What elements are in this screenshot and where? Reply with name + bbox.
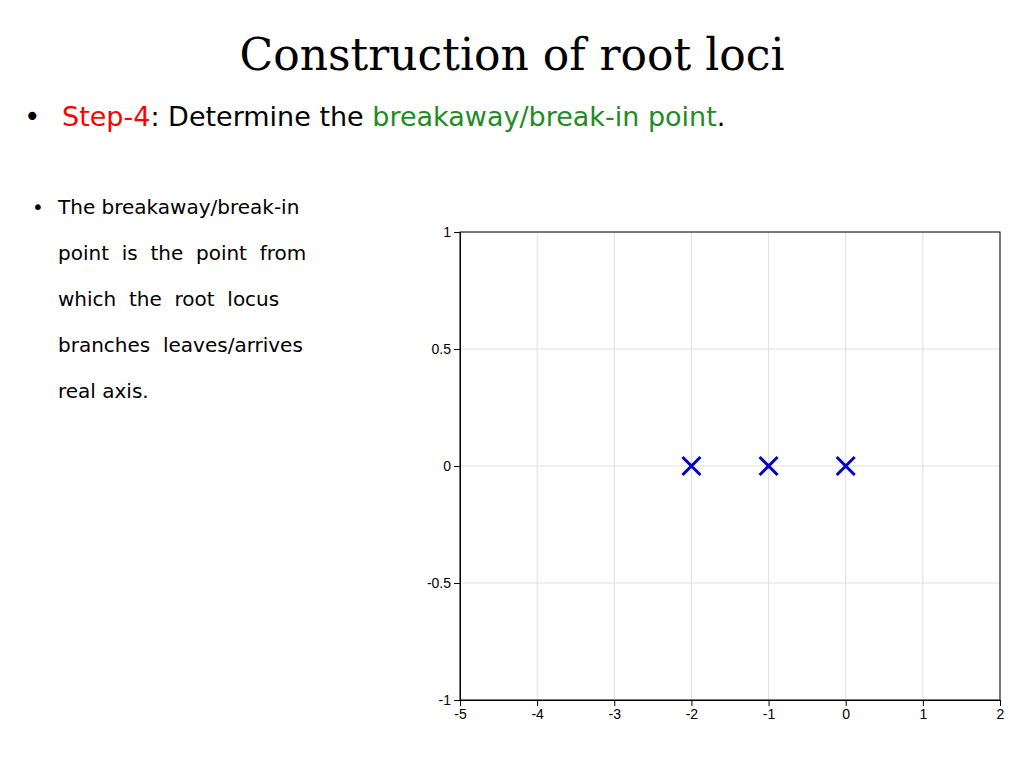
annotation-part: : Determine the: [150, 101, 372, 132]
chart: Construction of root loci • Step-4: Determ…: [0, 0, 1024, 768]
y-axis: -1 -0.5 0 0.5 1: [427, 224, 461, 708]
tick: 1: [919, 700, 927, 722]
grid-line-y: [460, 466, 1000, 467]
x-axis: -5 -4 -3 -2 -1 0 1 2: [454, 700, 1004, 722]
tick-label: 0: [842, 706, 850, 722]
tick: -1: [439, 692, 460, 708]
tick-label: 1: [443, 224, 451, 240]
annotation-part: Step-4: [62, 101, 150, 132]
bullet: •: [32, 195, 44, 219]
tick-label: -0.5: [427, 575, 451, 591]
annotation: Step-4: Determine the breakaway/break-in…: [62, 101, 725, 132]
tick-label: 0: [443, 458, 451, 474]
body-text: point is the point from: [58, 241, 306, 265]
title: Construction of root loci: [239, 29, 784, 80]
tick-mark: [454, 349, 460, 350]
grid-line-y: [460, 583, 1000, 584]
tick-label: -3: [609, 706, 622, 722]
axis-domain: [454, 233, 461, 701]
tick: -4: [531, 700, 544, 722]
tick-label: -1: [439, 692, 452, 708]
grid-line-y: [460, 349, 1000, 350]
tick: 0.5: [432, 341, 460, 357]
body-text: branches leaves/arrives: [58, 333, 303, 357]
tick-mark: [454, 700, 460, 701]
tick: 1: [443, 224, 460, 240]
bullet: •: [24, 100, 41, 133]
tick: 0: [443, 458, 460, 474]
body-text: which the root locus: [58, 287, 279, 311]
body-text: The breakaway/break-in: [57, 195, 299, 219]
tick: 0: [842, 700, 850, 722]
tick-label: -1: [763, 706, 776, 722]
body-text: real axis.: [58, 379, 149, 403]
plot-frame: [460, 232, 1000, 700]
annotation-part: breakaway/break-in point: [372, 101, 716, 132]
tick: -5: [454, 700, 467, 722]
tick-mark: [454, 583, 460, 584]
tick: -3: [609, 700, 622, 722]
marks: [682, 457, 854, 475]
tick-label: -2: [686, 706, 699, 722]
pole-marker: [682, 457, 700, 475]
tick-mark: [454, 466, 460, 467]
tick-label: 0.5: [432, 341, 452, 357]
tick: -2: [686, 700, 699, 722]
tick-label: 1: [919, 706, 927, 722]
tick: 2: [997, 700, 1005, 722]
tick: -0.5: [427, 575, 460, 591]
grid: [460, 232, 1000, 700]
tick-mark: [454, 232, 460, 233]
tick: -1: [763, 700, 776, 722]
pole-marker: [837, 457, 855, 475]
pole-marker: [760, 457, 778, 475]
tick-label: -5: [454, 706, 467, 722]
tick-label: -4: [531, 706, 544, 722]
annotation-part: .: [717, 101, 726, 132]
tick-label: 2: [997, 706, 1005, 722]
